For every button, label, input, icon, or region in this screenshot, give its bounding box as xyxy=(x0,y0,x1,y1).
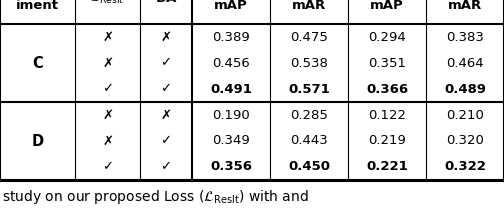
Text: 0.294: 0.294 xyxy=(368,31,406,43)
Text: 0.383: 0.383 xyxy=(446,31,484,43)
Text: 0.322: 0.322 xyxy=(444,160,486,174)
Text: ✗: ✗ xyxy=(102,135,113,147)
Text: 0.210: 0.210 xyxy=(446,108,484,122)
Text: D: D xyxy=(31,134,43,149)
Text: 0.443: 0.443 xyxy=(290,135,328,147)
Text: ✓: ✓ xyxy=(160,83,171,95)
Text: Edge
mAR: Edge mAR xyxy=(447,0,483,12)
Text: ✗: ✗ xyxy=(102,108,113,122)
Text: study on our proposed Loss ($\mathcal{L}_{\mathrm{Reslt}}$) with and: study on our proposed Loss ($\mathcal{L}… xyxy=(2,188,309,206)
Text: 0.475: 0.475 xyxy=(290,31,328,43)
Text: 0.351: 0.351 xyxy=(368,56,406,70)
Text: 0.456: 0.456 xyxy=(212,56,250,70)
Text: 0.221: 0.221 xyxy=(366,160,408,174)
Text: ✗: ✗ xyxy=(160,31,171,43)
Text: 0.122: 0.122 xyxy=(368,108,406,122)
Text: 0.190: 0.190 xyxy=(212,108,250,122)
Text: 0.349: 0.349 xyxy=(212,135,250,147)
Text: 0.320: 0.320 xyxy=(446,135,484,147)
Text: ✓: ✓ xyxy=(160,160,171,174)
Text: $\mathcal{L}_{\mathrm{Reslt}}$: $\mathcal{L}_{\mathrm{Reslt}}$ xyxy=(90,0,124,6)
Text: 0.285: 0.285 xyxy=(290,108,328,122)
Text: Exper-
iment: Exper- iment xyxy=(13,0,61,12)
Text: 0.450: 0.450 xyxy=(288,160,330,174)
Text: Node
mAR: Node mAR xyxy=(290,0,329,12)
Text: 0.491: 0.491 xyxy=(210,83,252,95)
Text: Node
mAP: Node mAP xyxy=(212,0,250,12)
Text: ✓: ✓ xyxy=(102,160,113,174)
Text: 0.489: 0.489 xyxy=(444,83,486,95)
Text: 0.538: 0.538 xyxy=(290,56,328,70)
Text: 0.571: 0.571 xyxy=(288,83,330,95)
Text: ✗: ✗ xyxy=(102,56,113,70)
Text: 0.366: 0.366 xyxy=(366,83,408,95)
Text: Edge
mAP: Edge mAP xyxy=(368,0,406,12)
Text: 0.219: 0.219 xyxy=(368,135,406,147)
Text: ✗: ✗ xyxy=(160,108,171,122)
Text: DA: DA xyxy=(155,0,177,4)
Text: ✓: ✓ xyxy=(160,56,171,70)
Text: 0.464: 0.464 xyxy=(446,56,484,70)
Text: 0.356: 0.356 xyxy=(210,160,252,174)
Text: ✓: ✓ xyxy=(160,135,171,147)
Text: ✗: ✗ xyxy=(102,31,113,43)
Text: ✓: ✓ xyxy=(102,83,113,95)
Text: 0.389: 0.389 xyxy=(212,31,250,43)
Text: C: C xyxy=(32,55,43,70)
